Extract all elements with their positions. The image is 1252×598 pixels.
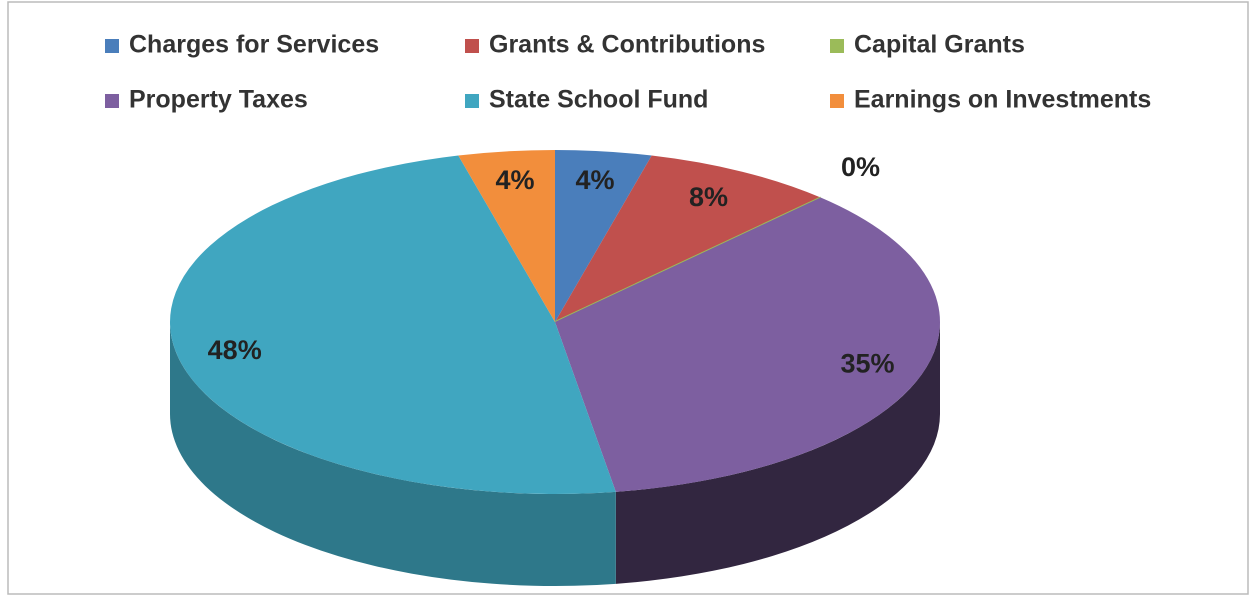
legend-swatch xyxy=(830,94,844,108)
legend-swatch xyxy=(465,94,479,108)
pie-slice xyxy=(555,150,652,322)
legend-swatch xyxy=(105,39,119,53)
pie-slice xyxy=(555,197,940,492)
legend-label: Earnings on Investments xyxy=(854,86,1151,114)
legend-label: Property Taxes xyxy=(129,86,308,114)
data-label: 0% xyxy=(841,152,880,182)
pie-slice xyxy=(555,155,821,322)
legend-swatch xyxy=(105,94,119,108)
legend-label: State School Fund xyxy=(489,86,708,114)
legend-swatch xyxy=(830,39,844,53)
legend-label: Charges for Services xyxy=(129,31,379,59)
data-label: 35% xyxy=(840,349,894,379)
data-label: 48% xyxy=(208,335,262,365)
pie-side xyxy=(170,322,616,586)
legend-label: Capital Grants xyxy=(854,31,1025,59)
pie-slice xyxy=(458,150,555,322)
data-label: 8% xyxy=(689,182,728,212)
pie-sides xyxy=(170,322,940,586)
data-label: 4% xyxy=(575,165,614,195)
pie-side xyxy=(615,322,940,584)
legend-swatch xyxy=(465,39,479,53)
pie-slice xyxy=(169,155,616,494)
legend-label: Grants & Contributions xyxy=(489,31,765,59)
data-label: 4% xyxy=(496,165,535,195)
